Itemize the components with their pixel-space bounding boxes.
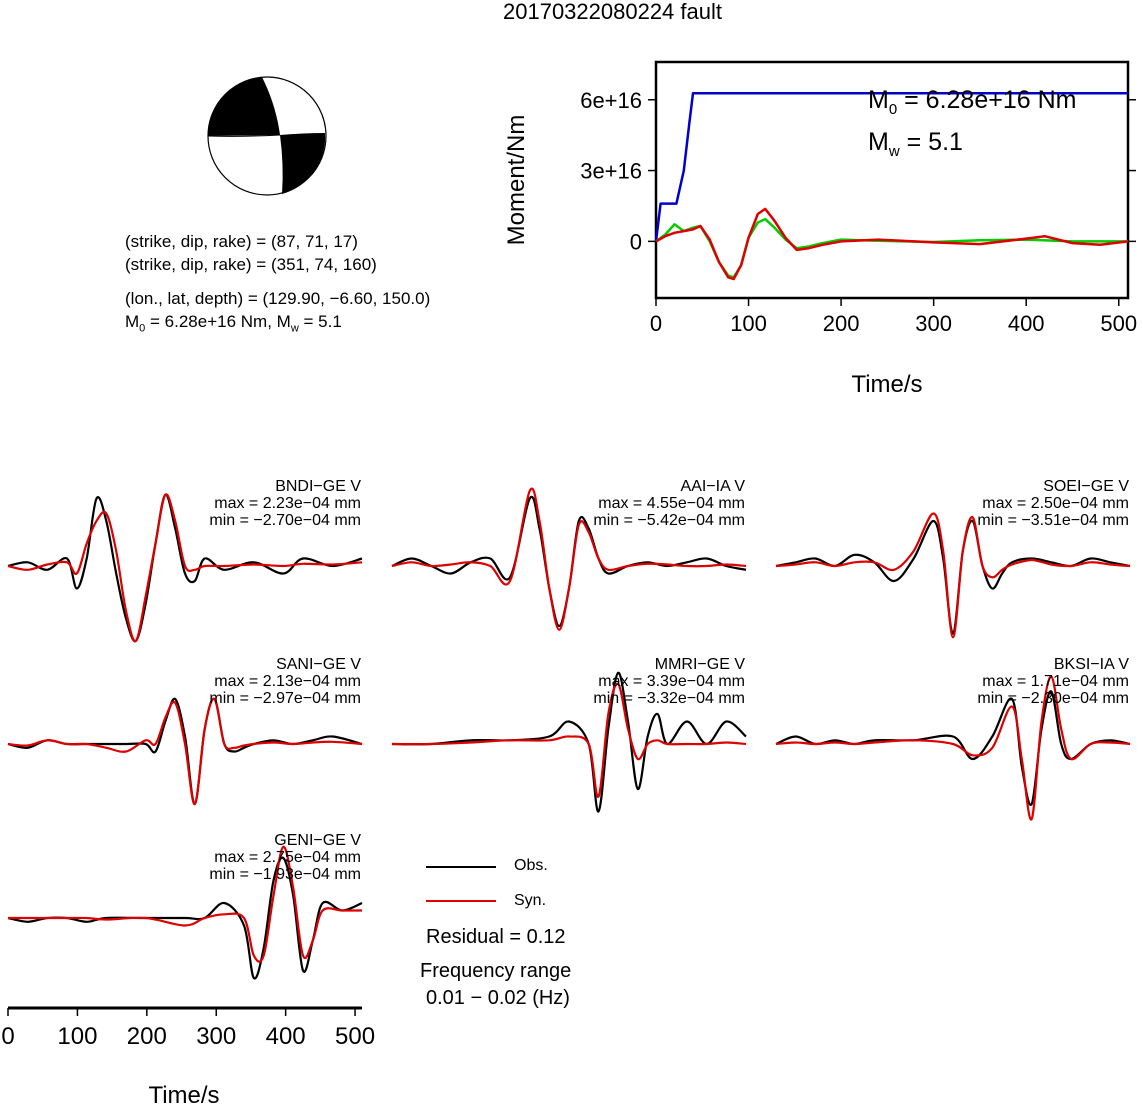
x-tick-label: 500 [1100, 311, 1137, 336]
syn-trace-mmri [391, 682, 747, 798]
station-min: min = −1.93e−04 mm [209, 866, 361, 883]
nodal-plane-2: (strike, dip, rake) = (351, 74, 160) [125, 255, 377, 274]
beachball-icon [207, 76, 327, 196]
station-label-bndi: BNDI−GE V max = 2.23e−04 mm min = −2.70e… [209, 478, 361, 529]
station-name: BKSI−IA V [1053, 656, 1129, 673]
syn-trace-sani [7, 697, 363, 806]
legend-obs-label: Obs. [514, 857, 548, 874]
moment-x-axis-label: Time/s [851, 371, 922, 398]
moment-rate-red-curve [655, 207, 1129, 281]
obs-trace-geni [7, 856, 363, 980]
station-max: max = 1.71e−04 mm [982, 673, 1129, 690]
station-max: max = 4.55e−04 mm [598, 495, 745, 512]
m0-subscript: 0 [139, 322, 146, 335]
obs-trace-bksi [775, 690, 1131, 807]
location-depth: (lon., lat, depth) = (129.90, −6.60, 150… [125, 289, 431, 308]
wave-x-tick-label: 400 [266, 1023, 306, 1050]
syn-trace-bndi [7, 493, 363, 643]
mw-symbol: M [868, 128, 889, 156]
m0-value: = 6.28e+16 Nm, M [145, 312, 291, 331]
station-min: min = −2.97e−04 mm [209, 690, 361, 707]
moment-rate-chart: 0 3e+16 6e+16 0 100 200 300 400 500 Time/s Moment/… [503, 60, 1137, 398]
station-label-aai: AAI−IA V max = 4.55e−04 mm min = −5.42e−… [593, 478, 745, 529]
wave-x-tick-label: 300 [196, 1023, 236, 1050]
station-max: max = 2.50e−04 mm [982, 495, 1129, 512]
station-max: max = 2.75e−04 mm [214, 849, 361, 866]
syn-trace-geni [8, 845, 362, 963]
moment-y-axis-label: Moment/Nm [503, 115, 530, 246]
mw-text: = 5.1 [899, 128, 963, 156]
m0-symbol: M [125, 312, 140, 331]
m0-text: = 6.28e+16 Nm [897, 86, 1077, 114]
station-label-soei: SOEI−GE V max = 2.50e−04 mm min = −3.51e… [977, 478, 1129, 529]
nodal-plane-1: (strike, dip, rake) = (87, 71, 17) [125, 232, 358, 251]
wave-x-tick-label: 200 [127, 1023, 167, 1050]
station-name: SANI−GE V [276, 656, 361, 673]
mw-subscript: w [888, 143, 900, 160]
station-label-mmri: MMRI−GE V max = 3.39e−04 mm min = −3.32e… [593, 656, 745, 707]
m0-symbol: M [868, 86, 889, 114]
station-label-sani: SANI−GE V max = 2.13e−04 mm min = −2.97e… [209, 656, 361, 707]
wave-x-tick-label: 500 [335, 1023, 375, 1050]
moment-curve [654, 91, 1128, 242]
m0-subscript: 0 [888, 101, 898, 118]
page-title: 20170322080224 fault [503, 0, 722, 24]
syn-trace-bksi [775, 675, 1131, 821]
obs-trace-soei [775, 519, 1131, 635]
moment-mw-line: Mw = 5.1 [868, 126, 1076, 168]
wave-x-axis-label: Time/s [148, 1082, 219, 1104]
y-tick-label: 6e+16 [580, 88, 642, 113]
station-max: max = 2.13e−04 mm [214, 673, 361, 690]
syn-trace-soei [775, 512, 1131, 639]
y-tick-label: 0 [630, 229, 642, 254]
x-tick-label: 300 [915, 311, 952, 336]
moment-plot-frame [654, 60, 1130, 300]
station-name: SOEI−GE V [1043, 478, 1129, 495]
legend: Obs. Syn. [426, 855, 626, 1015]
mw-value: = 5.1 [298, 312, 342, 331]
y-tick-label: 3e+16 [580, 159, 642, 184]
station-name: BNDI−GE V [275, 478, 361, 495]
mw-subscript: w [290, 322, 299, 335]
legend-syn-line [426, 900, 496, 902]
station-min: min = −3.32e−04 mm [593, 690, 745, 707]
x-tick-label: 400 [1008, 311, 1045, 336]
station-min: min = −2.30e−04 mm [977, 690, 1129, 707]
station-label-bksi: BKSI−IA V max = 1.71e−04 mm min = −2.30e… [977, 656, 1129, 707]
station-name: MMRI−GE V [654, 656, 745, 673]
station-max: max = 3.39e−04 mm [598, 673, 745, 690]
moment-m0-line: M0 = 6.28e+16 Nm [868, 84, 1076, 126]
station-min: min = −3.51e−04 mm [977, 512, 1129, 529]
station-min: min = −5.42e−04 mm [593, 512, 745, 529]
x-tick-label: 0 [650, 311, 662, 336]
frequency-value: 0.01 − 0.02 (Hz) [426, 987, 570, 1009]
residual-text: Residual = 0.12 [426, 926, 566, 948]
station-min: min = −2.70e−04 mm [209, 512, 361, 529]
x-tick-label: 200 [823, 311, 860, 336]
station-name: GENI−GE V [274, 832, 361, 849]
station-max: max = 2.23e−04 mm [214, 495, 361, 512]
station-name: AAI−IA V [680, 478, 745, 495]
x-tick-label: 100 [730, 311, 767, 336]
wave-x-tick-label: 0 [1, 1023, 14, 1050]
syn-trace-aai [391, 487, 747, 631]
obs-trace-sani [7, 697, 363, 806]
moment-annotation: M0 = 6.28e+16 Nm Mw = 5.1 [868, 84, 1076, 168]
moment-magnitude-summary: M0 = 6.28e+16 Nm, Mw = 5.1 [125, 311, 342, 339]
waveform-panels: 0 100 200 300 400 500 Time/s [1, 487, 1131, 1104]
moment-rate-green-curve [655, 217, 1128, 279]
frequency-label: Frequency range [420, 960, 572, 982]
legend-obs-line [426, 866, 496, 868]
wave-x-tick-label: 100 [57, 1023, 97, 1050]
station-label-geni: GENI−GE V max = 2.75e−04 mm min = −1.93e… [209, 832, 361, 883]
legend-syn-label: Syn. [514, 892, 547, 909]
